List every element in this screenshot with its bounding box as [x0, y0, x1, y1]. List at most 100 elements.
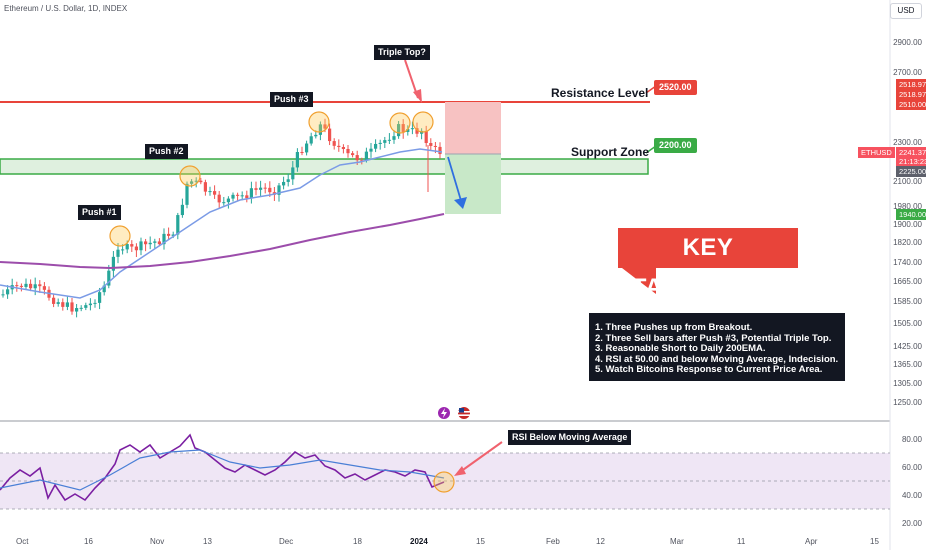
time-tick: 11: [737, 537, 746, 546]
price-tick: 1365.00: [893, 360, 922, 369]
triple-top-arrowhead: [413, 89, 422, 103]
candle-body: [328, 128, 332, 142]
time-tick: 15: [476, 537, 485, 546]
candle-body: [148, 242, 152, 245]
candle-body: [318, 124, 322, 135]
candle-body: [157, 241, 161, 245]
price-flag-resistance: 2518.97: [896, 89, 926, 100]
rsi-tick: 80.00: [901, 435, 922, 444]
candle-body: [351, 153, 355, 156]
price-flag-support: 2225.00: [896, 166, 926, 177]
price-tick: 1305.00: [893, 379, 922, 388]
event-icons[interactable]: [438, 406, 478, 420]
support-zone-label: Support Zone: [571, 145, 649, 159]
price-flag-ema: 1940.00: [896, 209, 926, 220]
candle-body: [383, 140, 387, 143]
candle-body: [295, 152, 299, 168]
rsi-note-arrowhead: [454, 466, 466, 476]
price-flag-resistance: 2510.00: [896, 99, 926, 110]
candle-body: [259, 187, 263, 190]
rsi-note-arrow: [459, 441, 503, 473]
candle-body: [291, 167, 295, 180]
candle-body: [249, 188, 253, 199]
candle-body: [226, 198, 230, 203]
candle-body: [144, 241, 148, 245]
candle-body: [268, 187, 272, 193]
candle-body: [116, 249, 120, 257]
top2-circle: [389, 112, 411, 134]
candle-body: [56, 302, 60, 304]
candle-body: [125, 244, 129, 250]
rsi-ma-line: [0, 449, 445, 491]
candle-body: [286, 179, 290, 182]
candle-body: [134, 246, 138, 251]
candle-body: [65, 302, 69, 307]
candle-body: [102, 285, 106, 293]
candle-body: [323, 124, 327, 129]
time-tick: Feb: [546, 537, 560, 546]
candle-body: [190, 181, 194, 184]
candle-body: [199, 180, 203, 183]
candle-body: [305, 143, 309, 153]
target-arrowhead: [454, 197, 467, 209]
push1-label: Push #1: [78, 205, 121, 220]
rsi-note-label: RSI Below Moving Average: [508, 430, 632, 445]
rsi-circle: [433, 471, 455, 493]
candle-body: [52, 297, 56, 304]
price-tick: 2100.00: [893, 177, 922, 186]
candle-body: [254, 188, 258, 190]
candle-body: [38, 284, 42, 287]
candle-body: [162, 233, 166, 245]
candle-body: [374, 143, 378, 149]
symbol-tag: ETHUSD: [858, 147, 895, 158]
rsi-tick: 40.00: [901, 491, 922, 500]
candle-body: [438, 146, 442, 155]
crypto-event-bolt: [441, 408, 447, 418]
candle-body: [180, 204, 184, 216]
candle-body: [341, 147, 345, 150]
candle-body: [70, 302, 74, 312]
push-circles: [109, 111, 455, 493]
time-tick: 2024: [410, 537, 428, 546]
time-tick: 18: [353, 537, 362, 546]
candle-body: [24, 283, 28, 287]
price-tick: 1980.00: [893, 202, 922, 211]
price-tick: 2700.00: [893, 68, 922, 77]
candle-body: [231, 194, 235, 199]
candle-body: [332, 141, 336, 146]
candle-body: [222, 202, 226, 204]
time-tick: Dec: [279, 537, 294, 546]
support-zone: [0, 158, 649, 175]
candle-body: [130, 244, 134, 247]
trade-reward-box: [445, 154, 501, 214]
candle-body: [245, 195, 249, 199]
candle-body: [236, 194, 240, 196]
candle-body: [309, 136, 313, 144]
time-tick: Oct: [16, 537, 29, 546]
time-tick: Apr: [805, 537, 818, 546]
candle-body: [19, 285, 23, 287]
candle-body: [79, 307, 83, 309]
candle-body: [153, 241, 157, 243]
trade-risk-box: [445, 102, 501, 154]
resistance-value-pill: 2520.00: [654, 80, 697, 95]
ema-200-line: [0, 213, 445, 270]
price-tick: 1505.00: [893, 319, 922, 328]
time-tick: 12: [596, 537, 605, 546]
candle-body: [300, 152, 304, 154]
candle-body: [355, 155, 359, 161]
candle-body: [387, 139, 391, 141]
resistance-level-label: Resistance Level: [551, 86, 649, 100]
time-tick: 13: [203, 537, 212, 546]
symbol-title: Ethereum / U.S. Dollar, 1D, INDEX: [4, 4, 128, 13]
push2-label: Push #2: [145, 144, 188, 159]
currency-button[interactable]: USD: [890, 3, 922, 19]
takeaway-item: 2. Three Sell bars after Push #3, Potent…: [595, 332, 832, 344]
candle-body: [415, 128, 419, 134]
candle-body: [429, 143, 433, 146]
candlesticks: [1, 118, 442, 318]
support-value-pill: 2200.00: [654, 138, 697, 153]
candle-body: [277, 185, 281, 195]
